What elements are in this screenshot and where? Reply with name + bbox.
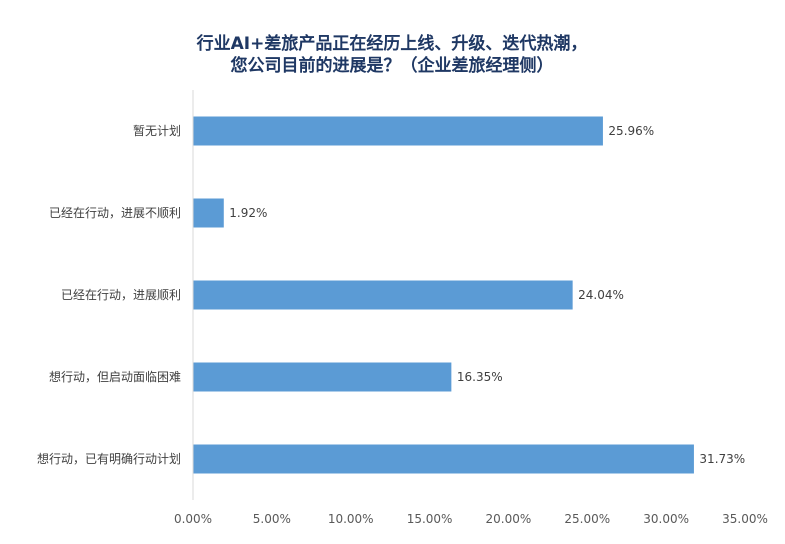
category-labels: 暂无计划已经在行动，进展不顺利已经在行动，进展顺利想行动，但启动面临困难想行动，…	[37, 124, 181, 466]
x-tick-label: 25.00%	[564, 512, 610, 526]
value-labels: 25.96% 1.92% 24.04% 16.35% 31.73%	[229, 124, 745, 466]
x-tick-label: 0.00%	[174, 512, 212, 526]
x-tick-label: 15.00%	[407, 512, 453, 526]
category-label: 暂无计划	[133, 124, 181, 138]
data-label: 25.96%	[608, 124, 654, 138]
bar	[193, 198, 224, 228]
chart-title-line: 您公司目前的进展是？（企业差旅经理侧）	[231, 55, 554, 76]
x-tick-labels: 0.00% 5.00% 10.00% 15.00% 20.00% 25.00% 30.00%…	[174, 512, 768, 526]
bar	[193, 280, 573, 310]
data-label: 1.92%	[229, 206, 267, 220]
data-label: 31.73%	[699, 452, 745, 466]
chart-title: 行业AI+差旅产品正在经历上线、升级、迭代热潮，您公司目前的进展是？（企业差旅经…	[196, 33, 588, 76]
category-label: 已经在行动，进展顺利	[61, 288, 181, 302]
bar	[193, 116, 603, 146]
bars-group	[193, 116, 694, 474]
category-label: 已经在行动，进展不顺利	[49, 206, 181, 220]
category-label: 想行动，但启动面临困难	[49, 369, 181, 384]
data-label: 24.04%	[578, 288, 624, 302]
x-tick-label: 10.00%	[328, 512, 374, 526]
bar	[193, 444, 694, 474]
x-tick-label: 30.00%	[643, 512, 689, 526]
bar	[193, 362, 452, 392]
x-tick-label: 35.00%	[722, 512, 768, 526]
x-tick-label: 5.00%	[253, 512, 291, 526]
x-tick-label: 20.00%	[486, 512, 532, 526]
category-label: 想行动，已有明确行动计划	[37, 451, 181, 466]
data-label: 16.35%	[457, 370, 503, 384]
chart-title-line: 行业AI+差旅产品正在经历上线、升级、迭代热潮，	[196, 33, 588, 54]
